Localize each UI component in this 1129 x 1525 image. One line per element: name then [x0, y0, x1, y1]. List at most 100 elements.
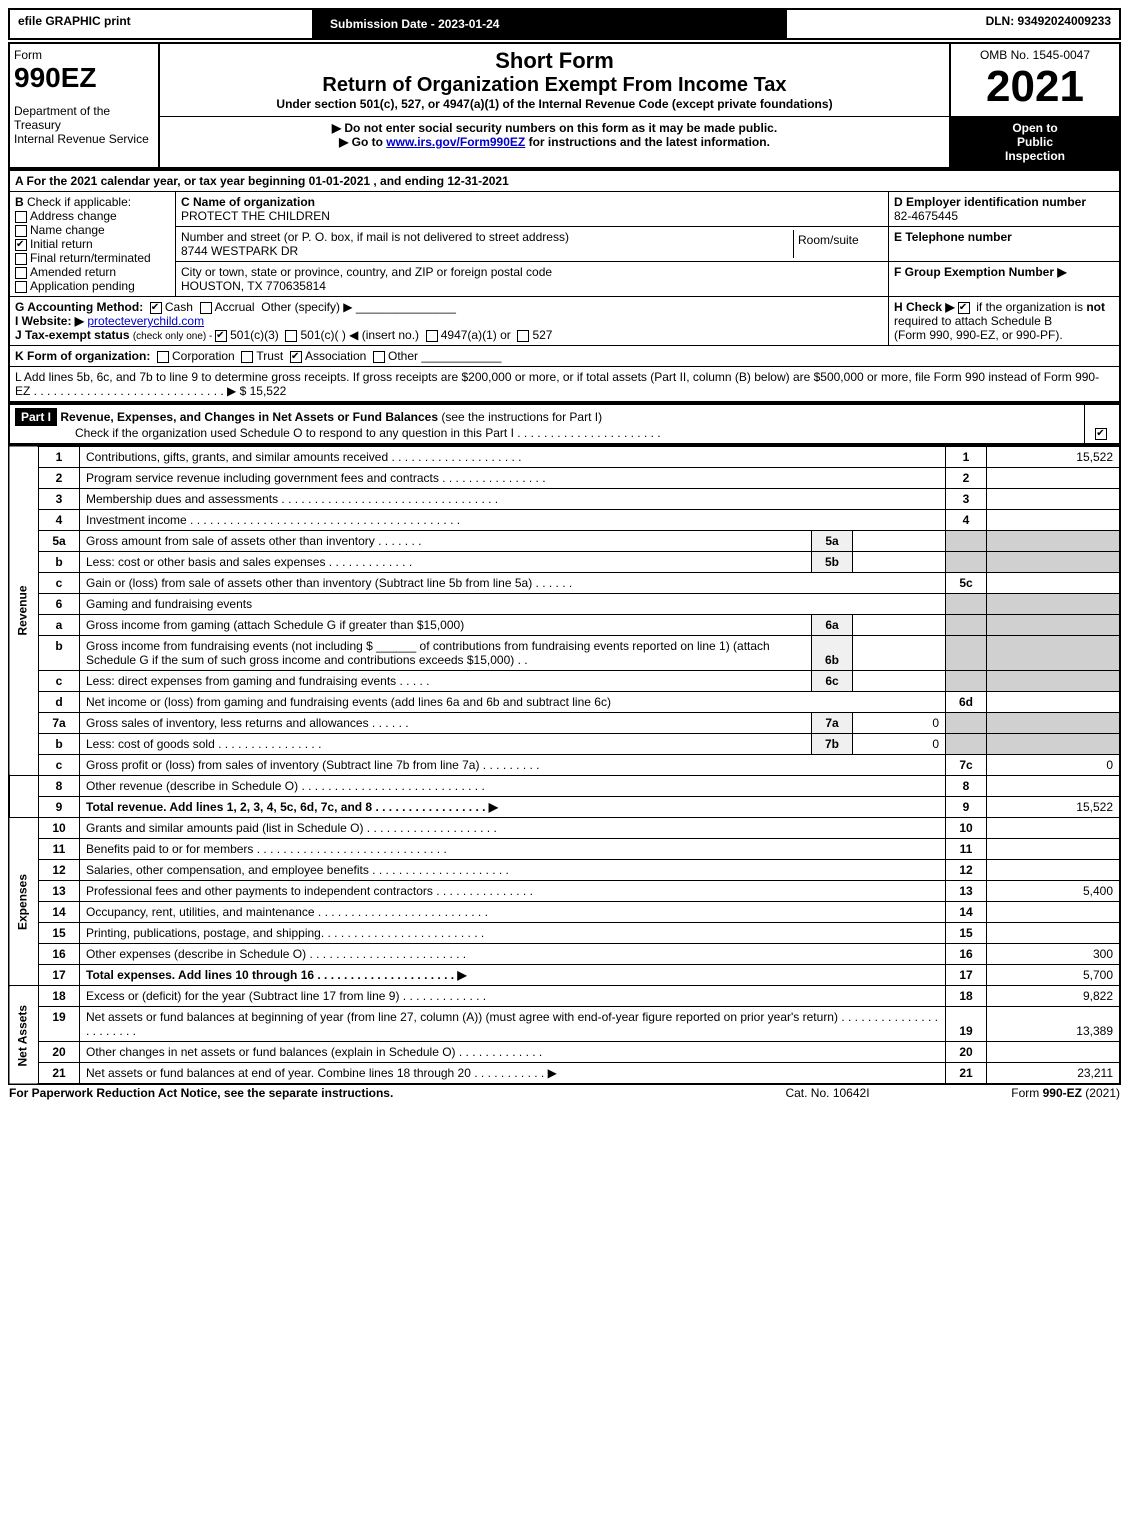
- checkbox-name-change[interactable]: [15, 225, 27, 237]
- part1-badge: Part I: [15, 408, 57, 426]
- line-10-val: [987, 818, 1121, 839]
- org-name: PROTECT THE CHILDREN: [181, 209, 330, 223]
- line-3-rnum: 3: [946, 489, 987, 510]
- website-link[interactable]: protecteverychild.com: [87, 314, 204, 328]
- checkbox-501c3[interactable]: [215, 330, 227, 342]
- line-16-val: 300: [987, 944, 1121, 965]
- checkbox-initial-return[interactable]: [15, 239, 27, 251]
- line-9-num: 9: [39, 797, 80, 818]
- line-8-desc: Other revenue (describe in Schedule O) .…: [80, 776, 946, 797]
- line-13-desc: Professional fees and other payments to …: [80, 881, 946, 902]
- checkbox-other-org[interactable]: [373, 351, 385, 363]
- subtitle: Under section 501(c), 527, or 4947(a)(1)…: [164, 97, 945, 111]
- checkbox-527[interactable]: [517, 330, 529, 342]
- line-19-val: 13,389: [987, 1007, 1121, 1042]
- omb-number: OMB No. 1545-0047: [955, 48, 1115, 62]
- checkbox-part1-schedule-o[interactable]: [1095, 428, 1107, 440]
- line-7a-desc: Gross sales of inventory, less returns a…: [80, 713, 812, 734]
- street-value: 8744 WESTPARK DR: [181, 244, 298, 258]
- checkbox-final-return[interactable]: [15, 253, 27, 265]
- line-7a-shade: [946, 713, 987, 734]
- part1-lines: Revenue 1 Contributions, gifts, grants, …: [8, 445, 1121, 1085]
- line-3-num: 3: [39, 489, 80, 510]
- app-pending-label: Application pending: [30, 279, 135, 293]
- form-number: 990EZ: [14, 62, 154, 94]
- line-15-num: 15: [39, 923, 80, 944]
- line-2-val: [987, 468, 1121, 489]
- line-7b-subnum: 7b: [812, 734, 853, 755]
- part1-check-text: Check if the organization used Schedule …: [75, 426, 661, 440]
- line-6-desc: Gaming and fundraising events: [80, 594, 946, 615]
- j-sub: (check only one) -: [133, 331, 215, 342]
- checkbox-corporation[interactable]: [157, 351, 169, 363]
- line-21-num: 21: [39, 1063, 80, 1085]
- checkbox-app-pending[interactable]: [15, 281, 27, 293]
- public: Public: [955, 135, 1115, 149]
- line-5a-desc: Gross amount from sale of assets other t…: [80, 531, 812, 552]
- line-2-desc: Program service revenue including govern…: [80, 468, 946, 489]
- checkbox-accrual[interactable]: [200, 302, 212, 314]
- irs-link[interactable]: www.irs.gov/Form990EZ: [386, 135, 525, 149]
- line-7a-num: 7a: [39, 713, 80, 734]
- checkbox-address-change[interactable]: [15, 211, 27, 223]
- line-5a-subval: [853, 531, 946, 552]
- checkbox-amended-return[interactable]: [15, 267, 27, 279]
- line-12-val: [987, 860, 1121, 881]
- line-9-rnum: 9: [946, 797, 987, 818]
- city-value: HOUSTON, TX 770635814: [181, 279, 326, 293]
- line-6c-shade: [946, 671, 987, 692]
- line-14-val: [987, 902, 1121, 923]
- checkbox-h-not-required[interactable]: [958, 302, 970, 314]
- open-to: Open to: [955, 121, 1115, 135]
- city-label: City or town, state or province, country…: [181, 265, 552, 279]
- line-3-desc: Membership dues and assessments . . . . …: [80, 489, 946, 510]
- line-14-num: 14: [39, 902, 80, 923]
- line-6-num: 6: [39, 594, 80, 615]
- name-change-label: Name change: [30, 223, 105, 237]
- line-6b-subnum: 6b: [812, 636, 853, 671]
- line-5c-val: [987, 573, 1121, 594]
- line-10-desc: Grants and similar amounts paid (list in…: [80, 818, 946, 839]
- line-20-num: 20: [39, 1042, 80, 1063]
- checkbox-4947[interactable]: [426, 330, 438, 342]
- line-5a-subnum: 5a: [812, 531, 853, 552]
- corporation-label: Corporation: [172, 349, 235, 363]
- submission-date: Submission Date - 2023-01-24: [322, 14, 507, 34]
- ssn-warning: ▶ Do not enter social security numbers o…: [164, 121, 945, 135]
- footer-cat-no: Cat. No. 10642I: [745, 1085, 909, 1101]
- line-6b-valshade: [987, 636, 1121, 671]
- line-20-val: [987, 1042, 1121, 1063]
- line-13-val: 5,400: [987, 881, 1121, 902]
- line-7c-desc: Gross profit or (loss) from sales of inv…: [80, 755, 946, 776]
- line-9-val: 15,522: [987, 797, 1121, 818]
- checkbox-501c[interactable]: [285, 330, 297, 342]
- line-15-val: [987, 923, 1121, 944]
- line-14-rnum: 14: [946, 902, 987, 923]
- checkbox-association[interactable]: [290, 351, 302, 363]
- h-check-post: if the organization is: [976, 300, 1086, 314]
- 527-label: 527: [532, 328, 552, 342]
- 501c-label: 501(c)( ) ◀ (insert no.): [300, 328, 419, 342]
- accrual-label: Accrual: [215, 300, 255, 314]
- line-18-val: 9,822: [987, 986, 1121, 1007]
- form-header: Form 990EZ Department of the Treasury In…: [8, 42, 1121, 169]
- line-7a-subnum: 7a: [812, 713, 853, 734]
- line-5a-num: 5a: [39, 531, 80, 552]
- line-6a-valshade: [987, 615, 1121, 636]
- line-21-desc: Net assets or fund balances at end of ye…: [80, 1063, 946, 1085]
- checkbox-cash[interactable]: [150, 302, 162, 314]
- line-18-num: 18: [39, 986, 80, 1007]
- line-16-rnum: 16: [946, 944, 987, 965]
- line-5a-valshade: [987, 531, 1121, 552]
- line-18-rnum: 18: [946, 986, 987, 1007]
- h-not: not: [1086, 300, 1105, 314]
- line-5c-num: c: [39, 573, 80, 594]
- line-19-rnum: 19: [946, 1007, 987, 1042]
- line-10-num: 10: [39, 818, 80, 839]
- line-17-rnum: 17: [946, 965, 987, 986]
- line-4-rnum: 4: [946, 510, 987, 531]
- line-12-rnum: 12: [946, 860, 987, 881]
- checkbox-trust[interactable]: [241, 351, 253, 363]
- efile-print-label[interactable]: efile GRAPHIC print: [9, 9, 313, 39]
- line-1-num: 1: [39, 446, 80, 468]
